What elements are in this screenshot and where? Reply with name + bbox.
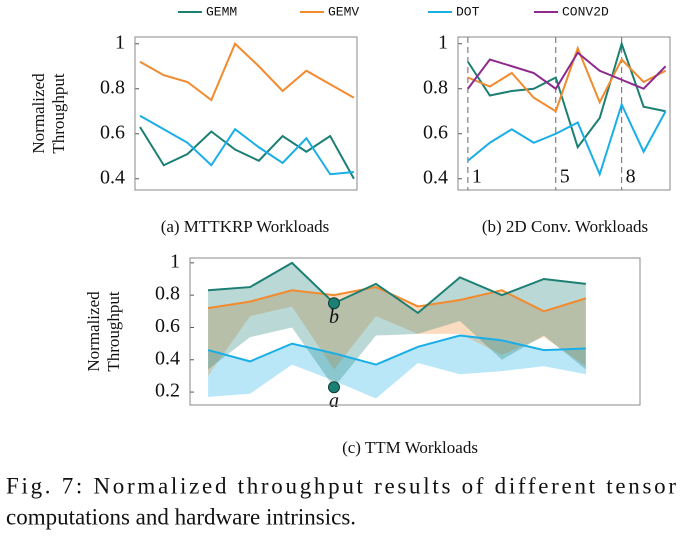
series-line [207, 261, 586, 315]
range-band [208, 287, 586, 376]
x-tick-label: 5 [560, 166, 570, 188]
axes-frame [189, 257, 641, 406]
y-tick-label: 0.8 [423, 76, 448, 98]
y-tick-label: 1 [170, 250, 180, 272]
series-line [207, 286, 587, 313]
figure-caption: Fig. 7: Normalized throughput results of… [6, 473, 676, 498]
y-tick-label: 0.8 [100, 76, 125, 98]
range-band [208, 262, 586, 388]
y-tick-label: 0.2 [155, 380, 180, 402]
y-axis-label: Normalized [84, 291, 103, 372]
legend-label: DOT [456, 4, 480, 19]
y-tick-label: 1 [438, 31, 448, 53]
figure-caption: computations and hardware intrinsics. [6, 504, 356, 529]
x-tick-label: 8 [626, 166, 636, 188]
series-line [467, 40, 666, 150]
axes-frame [457, 36, 671, 191]
series-line [467, 101, 667, 178]
legend-label: GEMV [328, 4, 359, 19]
y-axis-label: Throughput [49, 73, 68, 154]
y-tick-label: 0.4 [423, 166, 448, 188]
y-tick-label: 0.4 [155, 347, 180, 369]
y-axis-label: Throughput [104, 291, 123, 372]
y-tick-label: 0.4 [100, 166, 125, 188]
y-tick-label: 0.8 [155, 283, 180, 305]
subplot-caption: (a) MTTKRP Workloads [161, 217, 330, 236]
subplot-caption: (c) TTM Workloads [342, 438, 478, 457]
y-tick-label: 0.6 [423, 121, 448, 143]
annotation-label: a [329, 390, 339, 412]
subplot-caption: (b) 2D Conv. Workloads [482, 217, 648, 236]
legend-label: CONV2D [562, 4, 609, 19]
x-tick-label: 1 [472, 166, 482, 188]
annotation-point [327, 381, 340, 394]
annotation-label: b [329, 306, 339, 328]
series-line [467, 51, 667, 91]
series-line [467, 45, 667, 113]
legend-label: GEMM [206, 4, 237, 19]
y-axis-label: Normalized [29, 73, 48, 154]
series-line [139, 114, 355, 176]
axes-frame [134, 36, 358, 191]
series-line [207, 334, 586, 366]
y-tick-label: 1 [115, 31, 125, 53]
series-line [139, 42, 355, 102]
annotation-point [327, 297, 340, 310]
y-tick-label: 0.6 [100, 121, 125, 143]
y-tick-label: 0.6 [155, 315, 180, 337]
range-band [208, 335, 586, 399]
series-line [139, 126, 355, 180]
